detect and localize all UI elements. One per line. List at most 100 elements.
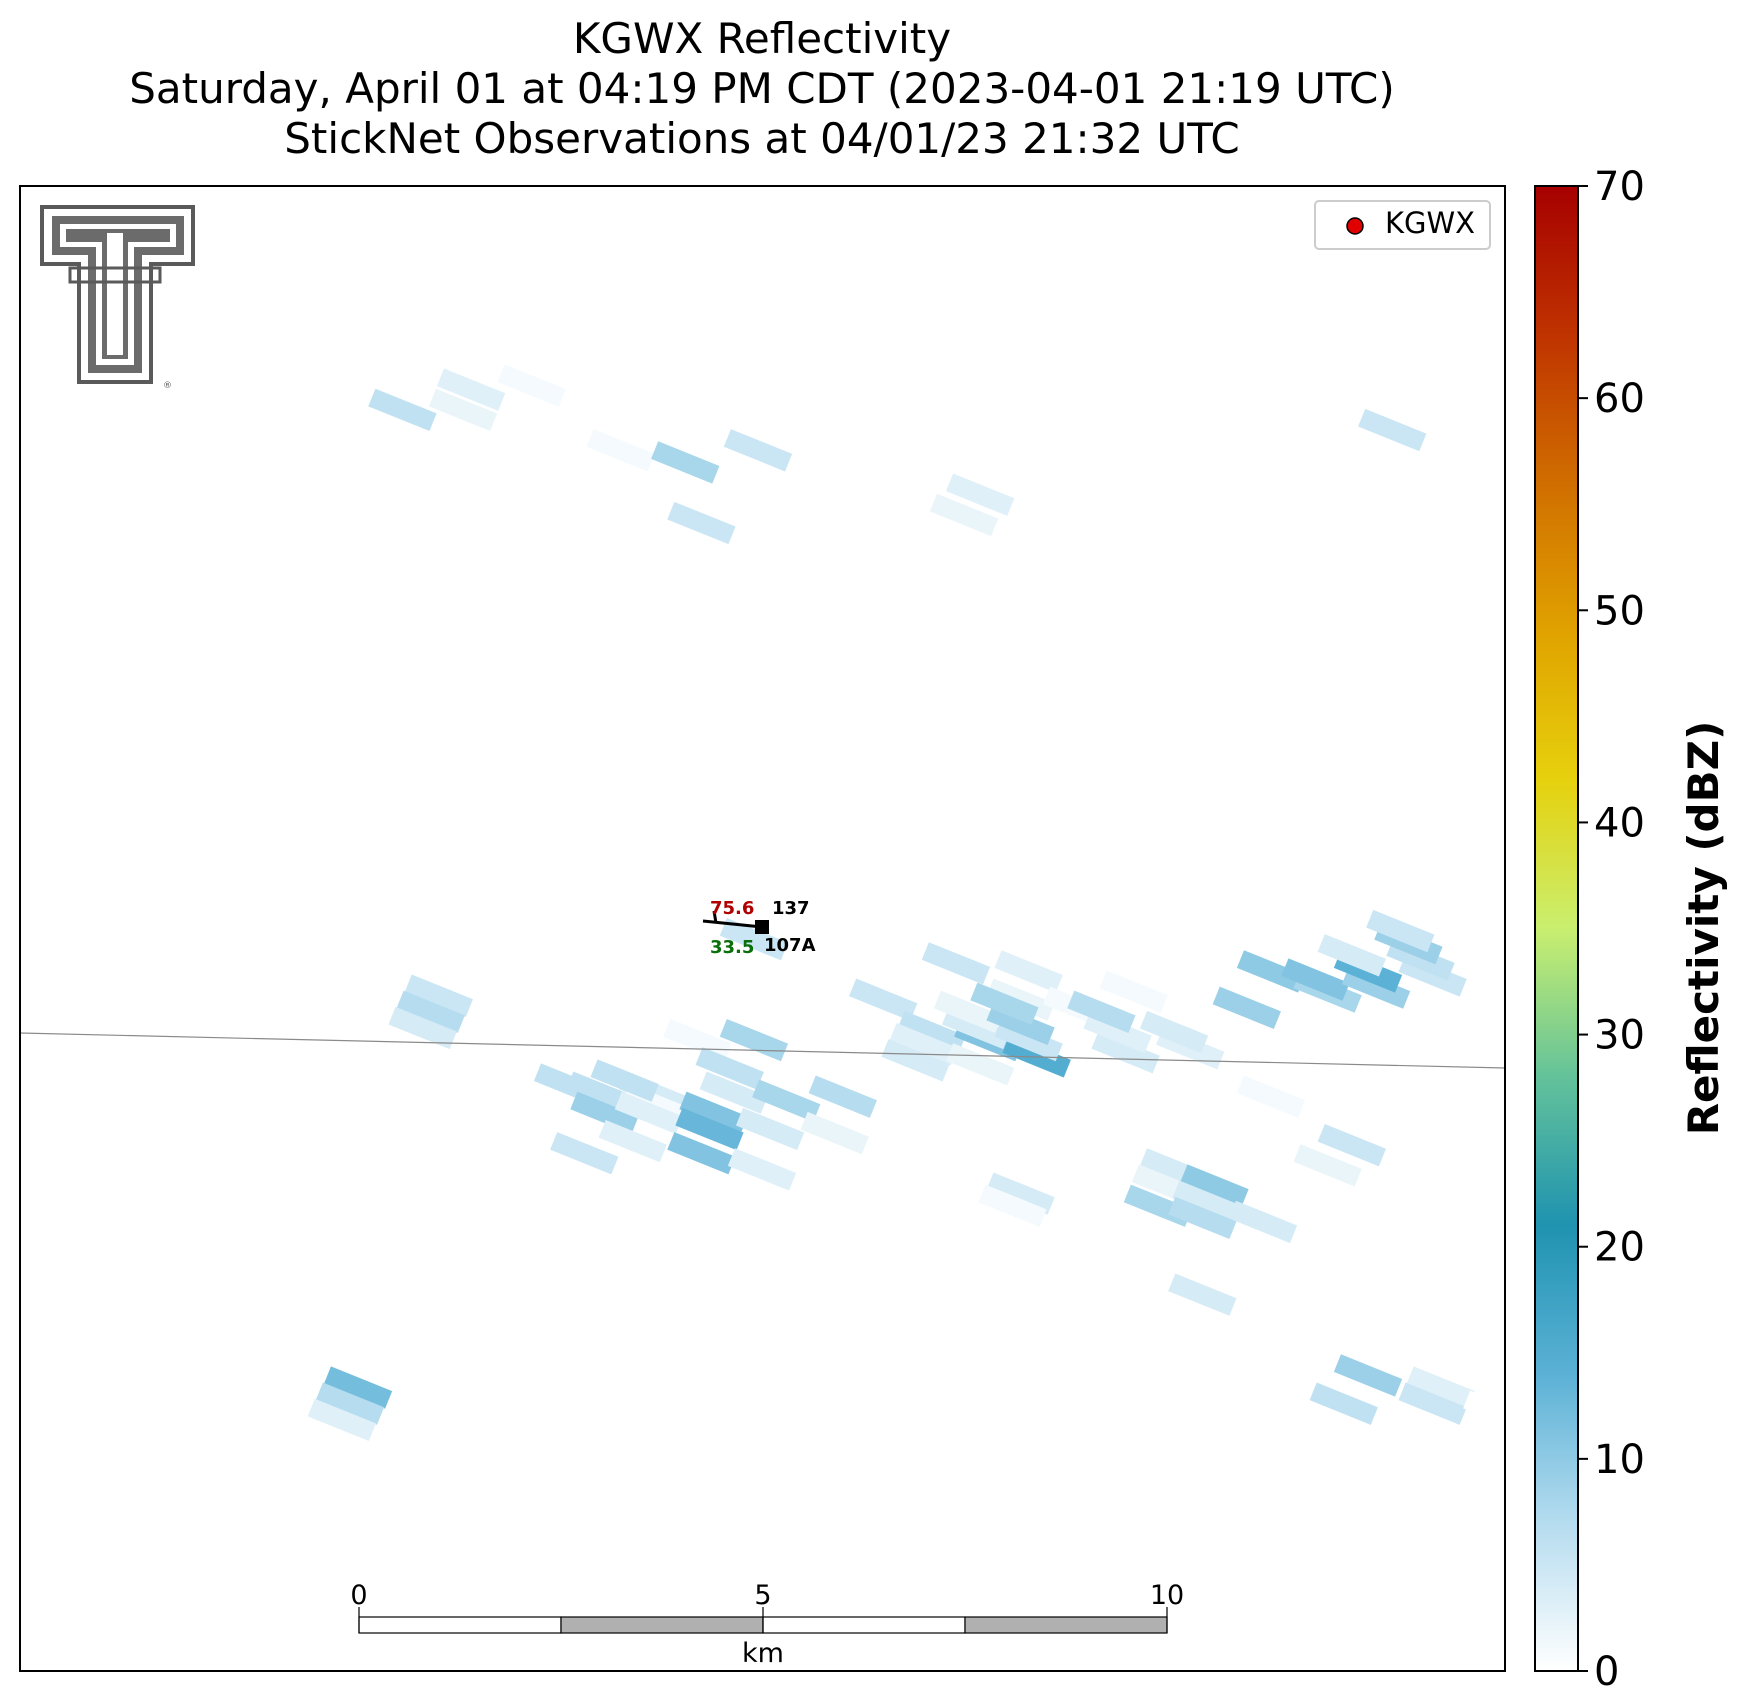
station-number: 137	[772, 898, 810, 919]
reflectivity-gate	[1067, 990, 1136, 1034]
reflectivity-gate	[323, 1366, 393, 1409]
kgwx-radar-marker	[1346, 217, 1364, 235]
reflectivity-gate	[1366, 909, 1435, 953]
county-boundary-line	[19, 1032, 1506, 1069]
colorbar-tick-label: 10	[1594, 1437, 1645, 1483]
reflectivity-colorbar: 0 10 20 30 40 50 60 70 Reflectivity (dBZ)	[1534, 164, 1728, 1695]
reflectivity-gate	[651, 441, 720, 484]
scale-label-10: 10	[1150, 1580, 1184, 1611]
scale-segment-2	[560, 1616, 764, 1634]
reflectivity-gate	[1212, 986, 1281, 1029]
reflectivity-gate	[723, 429, 793, 472]
reflectivity-gate	[986, 1172, 1055, 1215]
reflectivity-gate	[808, 1075, 877, 1118]
reflectivity-gate	[929, 493, 999, 537]
reflectivity-gate	[667, 1132, 736, 1175]
reflectivity-gate	[550, 1132, 619, 1175]
reflectivity-gate	[946, 473, 1015, 516]
reflectivity-gate	[1139, 1010, 1209, 1054]
colorbar-tick-label: 0	[1594, 1649, 1619, 1695]
texas-tech-double-t-logo: ®	[40, 205, 195, 391]
reflectivity-gate	[428, 388, 498, 432]
reflectivity-gate	[388, 1006, 457, 1050]
station-dewpoint: 33.5	[710, 937, 754, 958]
reflectivity-gate	[586, 429, 655, 472]
reflectivity-gate	[614, 1091, 684, 1135]
reflectivity-gate	[497, 364, 566, 407]
reflectivity-gate	[978, 1184, 1047, 1227]
reflectivity-gate	[695, 1047, 764, 1090]
reflectivity-gate	[994, 950, 1063, 993]
reflectivity-gate	[1398, 1382, 1467, 1425]
reflectivity-gate	[1180, 1164, 1249, 1207]
reflectivity-gate	[727, 1148, 797, 1191]
reflectivity-gate	[881, 1039, 950, 1082]
title-line-3: StickNet Observations at 04/01/23 21:32 …	[284, 114, 1239, 163]
reflectivity-gate	[1236, 950, 1306, 993]
colorbar-bar	[1534, 185, 1579, 1672]
reflectivity-gate	[598, 1119, 667, 1163]
reflectivity-gate	[752, 1079, 821, 1122]
title-line-1: KGWX Reflectivity	[573, 14, 951, 63]
station-id: 107A	[764, 935, 816, 956]
wind-barb-flag	[712, 910, 718, 924]
reflectivity-gate	[1281, 958, 1350, 1001]
reflectivity-gate	[760, 982, 829, 1025]
reflectivity-gate	[675, 1107, 744, 1151]
legend-box	[1314, 200, 1491, 250]
colorbar-tick-label: 30	[1594, 1013, 1645, 1059]
scale-segment-4	[964, 1616, 1168, 1634]
reflectivity-gate	[368, 388, 437, 432]
title-line-2: Saturday, April 01 at 04:19 PM CDT (2023…	[129, 64, 1395, 113]
scale-label-0: 0	[350, 1580, 367, 1611]
reflectivity-gate	[404, 974, 473, 1017]
reflectivity-gate	[1406, 1366, 1475, 1409]
station-temperature: 75.6	[710, 898, 754, 919]
reflectivity-echoes	[275, 364, 1505, 1442]
reflectivity-gate	[1091, 1031, 1160, 1074]
scale-bar: 0 5 10 km	[350, 1580, 1184, 1669]
map-legend: KGWX	[1314, 200, 1491, 250]
legend-label: KGWX	[1385, 206, 1475, 240]
reflectivity-gate	[933, 990, 1003, 1034]
svg-text:®: ®	[163, 381, 172, 391]
map-panel[interactable]	[19, 186, 1531, 1671]
reflectivity-gate	[921, 942, 991, 985]
reflectivity-gate	[735, 1107, 805, 1151]
reflectivity-gate	[1172, 1180, 1241, 1223]
reflectivity-gate	[570, 1091, 639, 1135]
reflectivity-gate	[1236, 1075, 1306, 1118]
colorbar-tick-label: 40	[1594, 800, 1645, 846]
reflectivity-gate	[1317, 1123, 1386, 1167]
scale-unit-label: km	[742, 1638, 784, 1669]
reflectivity-gate	[970, 982, 1039, 1025]
reflectivity-gate	[667, 501, 736, 545]
reflectivity-gate	[699, 1071, 768, 1114]
reflectivity-gate	[970, 926, 1039, 969]
wind-barb-shaft	[702, 919, 763, 929]
reflectivity-gate	[849, 978, 918, 1021]
station-marker	[755, 920, 769, 934]
scale-segment-3	[762, 1616, 966, 1634]
sticknet-station-plot[interactable]: 75.6 137 33.5 107A	[702, 898, 816, 958]
reflectivity-gate	[1333, 1354, 1403, 1397]
reflectivity-gate	[1463, 1390, 1505, 1433]
reflectivity-gate	[1309, 1382, 1378, 1425]
scale-segment-1	[358, 1616, 562, 1634]
reflectivity-gate	[1099, 970, 1168, 1013]
reflectivity-gate	[1293, 1144, 1362, 1187]
colorbar-ticks: 0 10 20 30 40 50 60 70	[1578, 164, 1645, 1695]
reflectivity-gate	[307, 1398, 376, 1442]
reflectivity-gate	[1168, 1273, 1237, 1316]
reflectivity-gate	[590, 1059, 659, 1102]
reflectivity-gate	[808, 453, 877, 496]
reflectivity-gate	[986, 978, 1055, 1021]
colorbar-label: Reflectivity (dBZ)	[1679, 721, 1728, 1136]
map-frame	[19, 185, 1506, 1672]
scale-label-5: 5	[754, 1580, 771, 1611]
reflectivity-gate	[1228, 1200, 1298, 1244]
reflectivity-gate	[1358, 408, 1427, 452]
reflectivity-gate	[1168, 1196, 1237, 1240]
reflectivity-gate	[873, 465, 942, 508]
